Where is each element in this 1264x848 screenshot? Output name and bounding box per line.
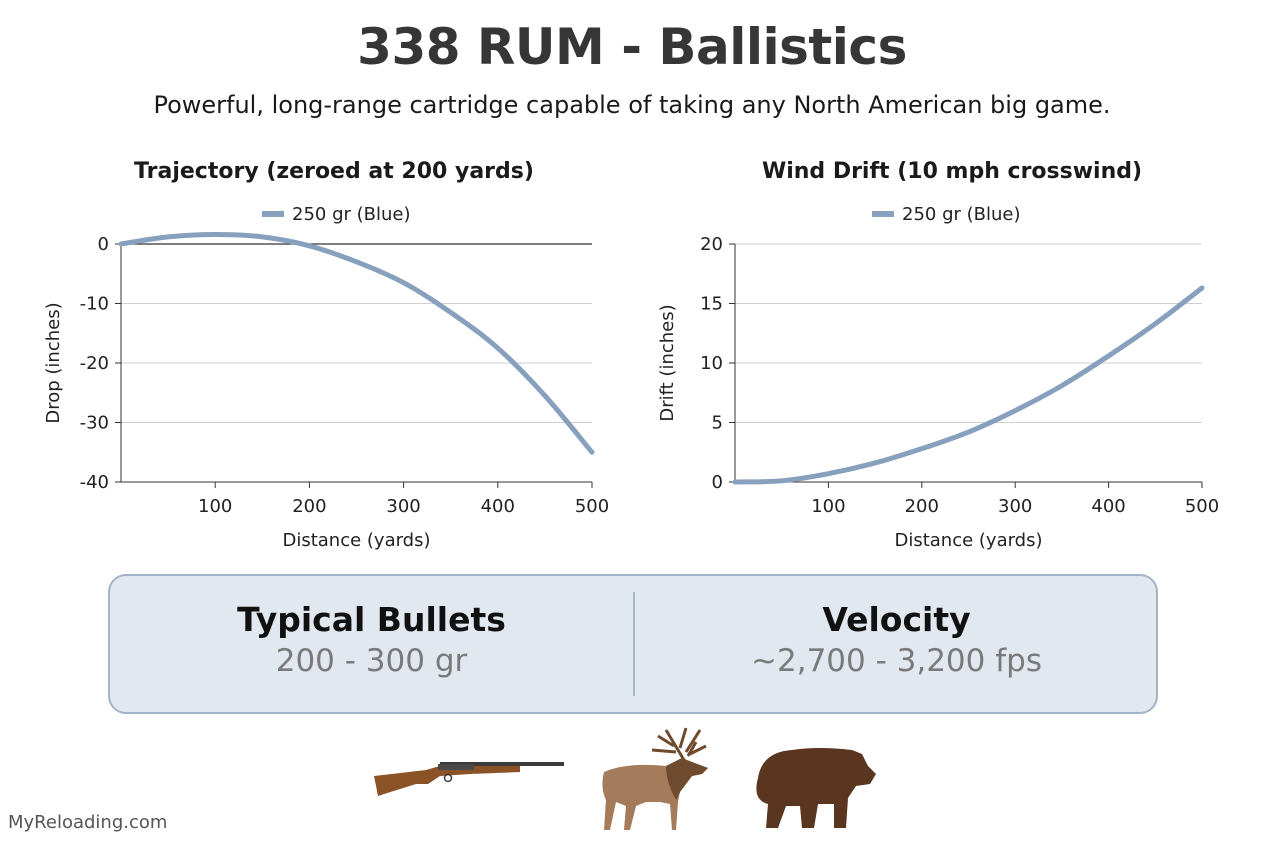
trajectory-chart: Trajectory (zeroed at 200 yards) 0 -10 -20 -… xyxy=(43,159,609,551)
x-tick-label: 100 xyxy=(198,496,232,517)
footer-site-name: MyReloading.com xyxy=(8,812,168,833)
x-axis-label: Distance (yards) xyxy=(282,530,430,551)
y-tick-label: 0 xyxy=(98,234,109,255)
x-tick-label: 500 xyxy=(575,496,609,517)
x-tick-label: 400 xyxy=(481,496,515,517)
elk-icon xyxy=(602,727,708,830)
y-tick-label: -40 xyxy=(80,472,109,493)
chart-title: Trajectory (zeroed at 200 yards) xyxy=(134,159,534,184)
x-tick-label: 200 xyxy=(905,496,939,517)
stat-label: Velocity xyxy=(822,600,971,639)
x-tick-label: 200 xyxy=(292,496,326,517)
stat-value: 200 - 300 gr xyxy=(275,643,468,679)
y-axis-label: Drift (inches) xyxy=(657,304,678,421)
stat-typical-bullets: Typical Bullets 200 - 300 gr xyxy=(110,576,633,712)
stat-velocity: Velocity ~2,700 - 3,200 fps xyxy=(635,576,1158,712)
stat-label: Typical Bullets xyxy=(237,600,506,639)
y-tick-label: -20 xyxy=(80,353,109,374)
chart-title: Wind Drift (10 mph crosswind) xyxy=(762,159,1142,184)
y-tick-label: 15 xyxy=(700,294,723,315)
bear-icon xyxy=(756,748,876,828)
y-tick-label: -30 xyxy=(80,413,109,434)
x-tick-label: 100 xyxy=(811,496,845,517)
rifle-icon xyxy=(374,762,564,796)
x-tick-label: 300 xyxy=(386,496,420,517)
y-tick-label: 20 xyxy=(700,234,723,255)
page-title: 338 RUM - Ballistics xyxy=(357,18,907,76)
y-tick-label: -10 xyxy=(80,294,109,315)
x-tick-label: 400 xyxy=(1091,496,1125,517)
y-axis-label: Drop (inches) xyxy=(43,302,64,423)
page-subtitle: Powerful, long-range cartridge capable o… xyxy=(153,91,1111,119)
legend-label: 250 gr (Blue) xyxy=(902,204,1021,225)
series-line xyxy=(118,231,595,455)
x-tick-label: 500 xyxy=(1185,496,1219,517)
y-tick-label: 10 xyxy=(700,353,723,374)
wind-drift-chart: Wind Drift (10 mph crosswind) 0 5 10 15 20 100… xyxy=(657,159,1219,551)
y-tick-label: 0 xyxy=(712,472,723,493)
stat-value: ~2,700 - 3,200 fps xyxy=(751,643,1042,679)
series-line xyxy=(732,285,1205,485)
x-tick-label: 300 xyxy=(998,496,1032,517)
legend-label: 250 gr (Blue) xyxy=(292,204,411,225)
y-tick-label: 5 xyxy=(712,413,723,434)
stats-panel: Typical Bullets 200 - 300 gr Velocity ~2… xyxy=(108,574,1158,714)
x-axis-label: Distance (yards) xyxy=(894,530,1042,551)
stats-divider xyxy=(633,592,635,696)
